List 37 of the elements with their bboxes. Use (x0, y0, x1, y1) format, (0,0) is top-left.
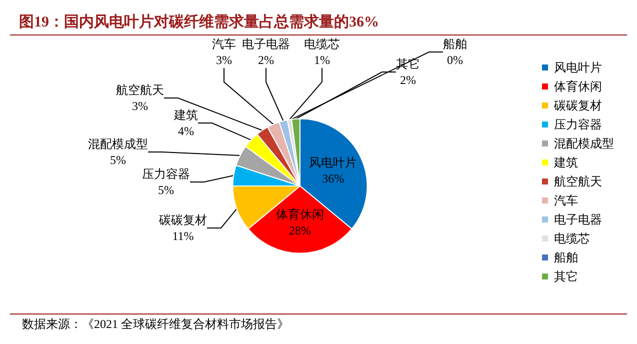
legend-label: 建筑 (553, 156, 578, 170)
slice-label: 航空航天 (116, 83, 164, 97)
legend-label: 其它 (554, 270, 578, 284)
data-label: 1% (314, 53, 330, 67)
slice-label: 碳碳复材 (158, 213, 207, 227)
slice-label: 体育休闲 (276, 208, 324, 222)
data-label: 36% (322, 171, 344, 186)
data-label: 3% (216, 53, 232, 67)
data-label: 4% (178, 124, 194, 138)
text: 0% (447, 53, 463, 67)
legend-label: 压力容器 (554, 118, 602, 132)
legend-label: 船舶 (554, 250, 578, 264)
legend-label: 风电叶片 (554, 60, 602, 74)
data-label: 2% (400, 73, 416, 87)
data-label: 5% (110, 153, 126, 167)
category-label: 船舶 (443, 37, 467, 51)
legend-label: 混配模成型 (554, 136, 614, 150)
slice-label: 汽车 (212, 37, 236, 51)
chart-title: 图19：国内风电叶片对碳纤维需求量占总需求量的36% (19, 12, 379, 30)
legend-label: 体育休闲 (554, 80, 602, 94)
legend-label: 电缆芯 (554, 232, 590, 246)
legend-label: 电子电器 (554, 212, 602, 226)
data-label: 11% (172, 229, 194, 243)
legend-label: 航空航天 (554, 174, 602, 188)
slice-label: 建筑 (173, 108, 198, 122)
slice-label: 混配模成型 (88, 137, 148, 151)
slice-label: 风电叶片 (309, 155, 358, 170)
legend-label: 汽车 (554, 194, 578, 208)
data-label: 2% (258, 53, 274, 67)
data-label: 5% (158, 183, 174, 197)
slice-label: 电缆芯 (304, 37, 340, 51)
legend-label: 碳碳复材 (553, 98, 602, 112)
slice-label: 电子电器 (242, 37, 290, 51)
data-label: 28% (289, 224, 311, 238)
data-label: 3% (132, 99, 148, 113)
slice-label: 压力容器 (142, 167, 190, 181)
source-note: 数据来源：《2021 全球碳纤维复合材料市场报告》 (22, 317, 289, 331)
